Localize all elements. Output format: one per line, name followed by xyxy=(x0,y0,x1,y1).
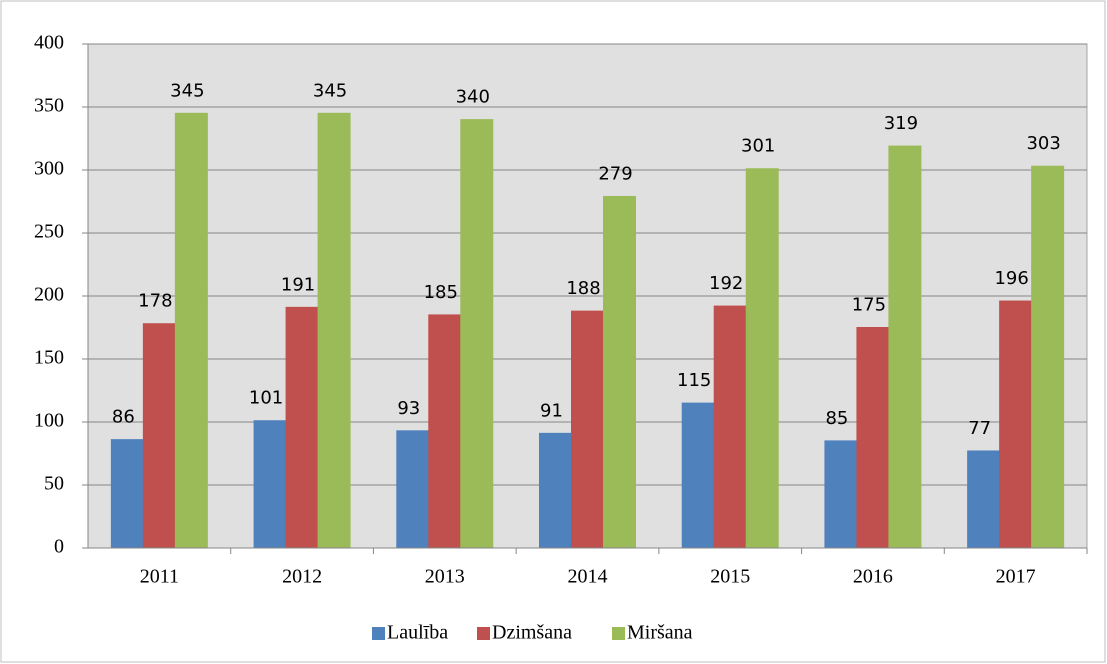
y-tick-label: 300 xyxy=(34,158,64,180)
bar xyxy=(317,112,351,549)
value-label: 345 xyxy=(313,80,347,101)
x-tick-label: 2016 xyxy=(853,566,893,588)
x-tick-label: 2011 xyxy=(140,566,179,588)
value-label: 301 xyxy=(741,136,775,157)
bar xyxy=(142,323,176,549)
value-label: 77 xyxy=(968,418,991,439)
value-label: 115 xyxy=(677,370,711,391)
legend-swatch xyxy=(372,627,385,640)
bar xyxy=(539,432,572,549)
value-label: 86 xyxy=(112,407,135,428)
y-tick-label: 250 xyxy=(34,221,64,243)
bar xyxy=(681,402,715,549)
y-tick-label: 400 xyxy=(34,32,64,54)
y-tick-label: 0 xyxy=(54,536,64,558)
x-tick-label: 2015 xyxy=(710,566,750,588)
value-label: 91 xyxy=(540,400,563,421)
bar xyxy=(824,440,858,549)
value-label: 185 xyxy=(424,282,458,303)
x-tick-label: 2017 xyxy=(996,566,1036,588)
bar xyxy=(745,168,779,549)
value-label: 303 xyxy=(1026,133,1060,154)
value-label: 191 xyxy=(281,274,315,295)
bar xyxy=(713,305,747,549)
bar xyxy=(571,310,604,549)
x-tick-label: 2013 xyxy=(425,566,465,588)
value-label: 345 xyxy=(170,80,204,101)
value-label: 85 xyxy=(825,408,848,429)
x-tick-label: 2012 xyxy=(282,566,322,588)
x-tick-label: 2014 xyxy=(568,566,608,588)
bar xyxy=(253,420,287,549)
y-tick-label: 100 xyxy=(34,410,64,432)
bar xyxy=(856,327,890,549)
bar xyxy=(999,300,1033,549)
value-label: 196 xyxy=(994,268,1028,289)
value-label: 188 xyxy=(566,278,600,299)
legend-label: Dzimšana xyxy=(492,622,572,644)
value-label: 319 xyxy=(884,113,918,134)
bar xyxy=(110,439,144,549)
y-tick-label: 50 xyxy=(44,473,64,495)
value-label: 93 xyxy=(397,398,420,419)
bar xyxy=(396,430,430,549)
y-tick-label: 150 xyxy=(34,347,64,369)
bar xyxy=(428,314,462,549)
bar xyxy=(967,450,1001,549)
value-label: 192 xyxy=(709,273,743,294)
bar xyxy=(460,119,494,549)
legend-label: Miršana xyxy=(627,622,693,644)
value-label: 101 xyxy=(249,388,283,409)
bar xyxy=(174,112,208,549)
legend-swatch xyxy=(612,627,625,640)
bar xyxy=(1031,165,1065,549)
value-label: 279 xyxy=(598,163,632,184)
bar xyxy=(285,306,319,549)
y-tick-label: 200 xyxy=(34,284,64,306)
value-label: 340 xyxy=(456,87,490,108)
y-tick-label: 350 xyxy=(34,95,64,117)
legend-swatch xyxy=(477,627,490,640)
value-label: 175 xyxy=(852,295,886,316)
bar xyxy=(603,195,636,549)
bar xyxy=(888,145,922,549)
legend-label: Laulība xyxy=(387,622,448,644)
value-label: 178 xyxy=(138,291,172,312)
